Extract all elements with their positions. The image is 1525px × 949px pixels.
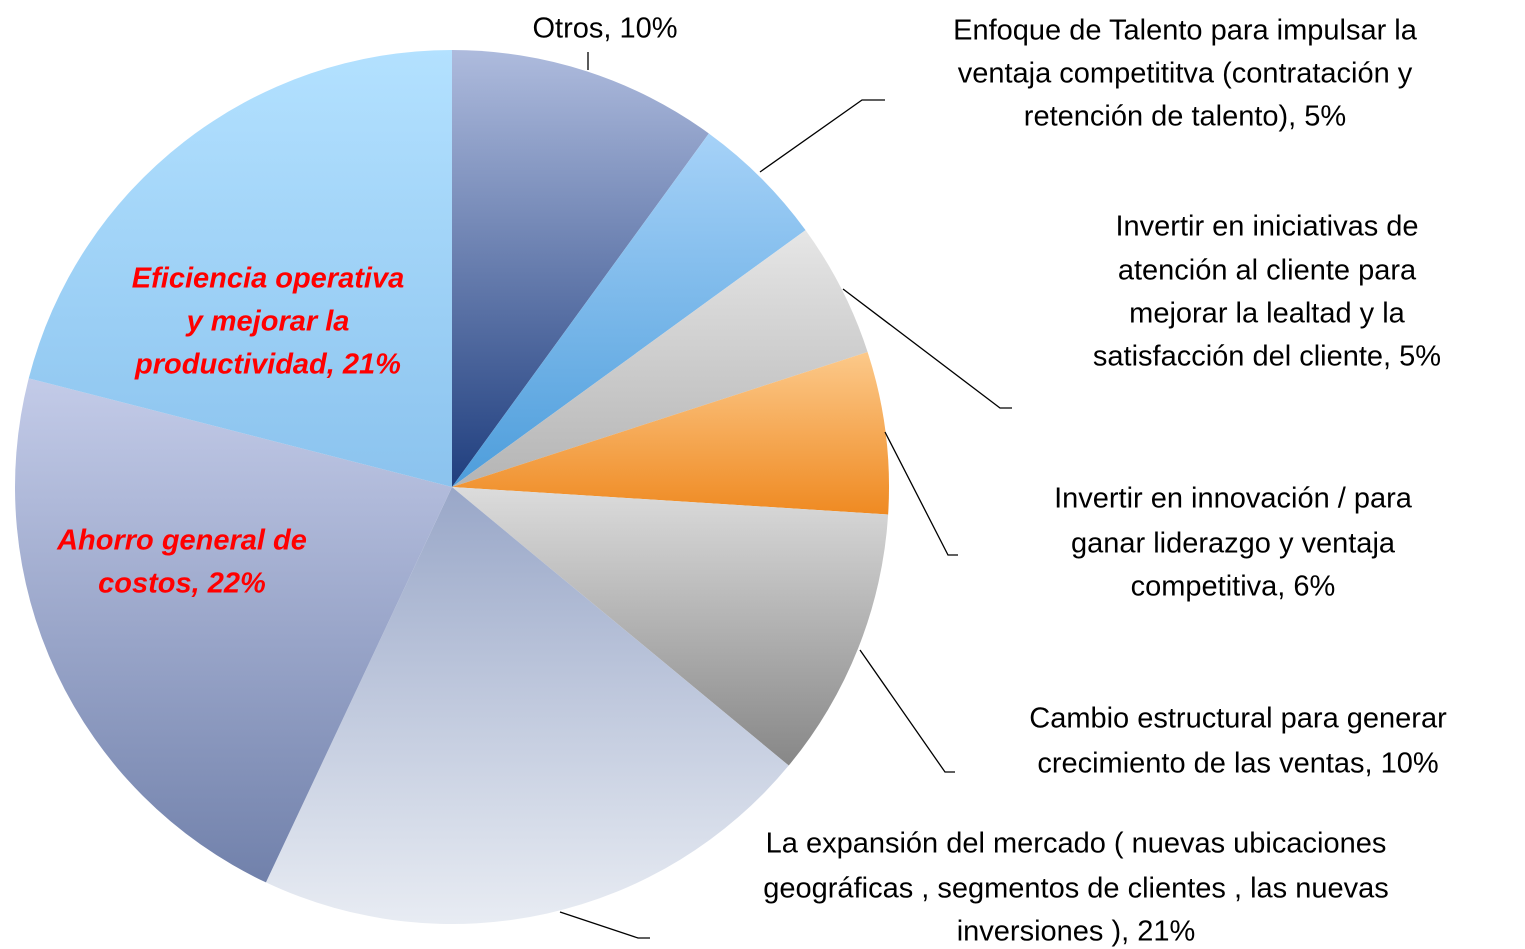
slice-label: Ahorro general de (56, 525, 307, 557)
slice-label: productividad, 21% (134, 349, 401, 381)
slice-label: crecimiento de las ventas, 10% (1037, 748, 1438, 780)
leader-line (759, 99, 885, 173)
slice-label: La expansión del mercado ( nuevas ubicac… (766, 828, 1387, 860)
pie-slice (452, 351, 889, 515)
pie-slice (452, 487, 889, 766)
slice-label: ganar liderazgo y ventaja (1071, 528, 1396, 560)
slice-label: y mejorar la (185, 306, 350, 338)
slice-label: Cambio estructural para generar (1029, 703, 1447, 735)
slice-label: mejorar la lealtad y la (1129, 298, 1405, 330)
slice-label: ventaja competititva (contratación y (958, 58, 1413, 90)
pie-slice (265, 487, 789, 924)
leader-line (859, 649, 955, 773)
slice-label: inversiones ), 21% (957, 916, 1196, 948)
pie-slice (452, 133, 806, 487)
slice-label: Invertir en iniciativas de (1115, 211, 1418, 243)
slice-label: Enfoque de Talento para impulsar la (953, 15, 1418, 47)
pie-slice (452, 230, 868, 487)
slice-label: costos, 22% (98, 568, 266, 600)
slice-label: retención de talento), 5% (1024, 101, 1346, 133)
slice-label: Invertir en innovación / para (1054, 483, 1413, 515)
leader-line (559, 911, 650, 939)
pie-slice (14, 378, 452, 883)
slice-label: competitiva, 6% (1131, 571, 1336, 603)
slice-label: Eficiencia operativa (132, 263, 404, 295)
slice-label: geográficas , segmentos de clientes , la… (763, 873, 1388, 905)
pie-slice (28, 50, 453, 487)
leader-line (842, 288, 1012, 409)
pie-slice (452, 50, 709, 487)
leader-line (884, 431, 958, 556)
slice-label: atención al cliente para (1118, 255, 1417, 287)
slice-label: satisfacción del cliente, 5% (1093, 341, 1441, 373)
slice-label: Otros, 10% (532, 13, 677, 45)
